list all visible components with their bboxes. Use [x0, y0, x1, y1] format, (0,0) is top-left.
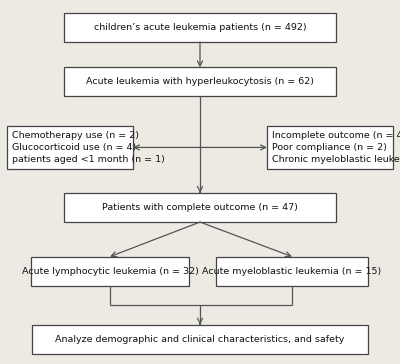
Text: Acute myeloblastic leukemia (n = 15): Acute myeloblastic leukemia (n = 15)	[202, 267, 382, 276]
Text: Incomplete outcome (n = 4)
Poor compliance (n = 2)
Chronic myeloblastic leukemia: Incomplete outcome (n = 4) Poor complian…	[272, 131, 400, 164]
Text: Acute lymphocytic leukemia (n = 32): Acute lymphocytic leukemia (n = 32)	[22, 267, 198, 276]
FancyBboxPatch shape	[64, 13, 336, 42]
Text: Patients with complete outcome (n = 47): Patients with complete outcome (n = 47)	[102, 203, 298, 212]
FancyBboxPatch shape	[7, 126, 133, 169]
Text: Analyze demographic and clinical characteristics, and safety: Analyze demographic and clinical charact…	[55, 335, 345, 344]
Text: Chemotherapy use (n = 2)
Glucocorticoid use (n = 4)
patients aged <1 month (n = : Chemotherapy use (n = 2) Glucocorticoid …	[12, 131, 165, 164]
FancyBboxPatch shape	[31, 257, 189, 286]
FancyBboxPatch shape	[267, 126, 393, 169]
FancyBboxPatch shape	[32, 325, 368, 354]
FancyBboxPatch shape	[64, 67, 336, 96]
FancyBboxPatch shape	[216, 257, 368, 286]
Text: Acute leukemia with hyperleukocytosis (n = 62): Acute leukemia with hyperleukocytosis (n…	[86, 78, 314, 86]
FancyBboxPatch shape	[64, 193, 336, 222]
Text: children’s acute leukemia patients (n = 492): children’s acute leukemia patients (n = …	[94, 23, 306, 32]
